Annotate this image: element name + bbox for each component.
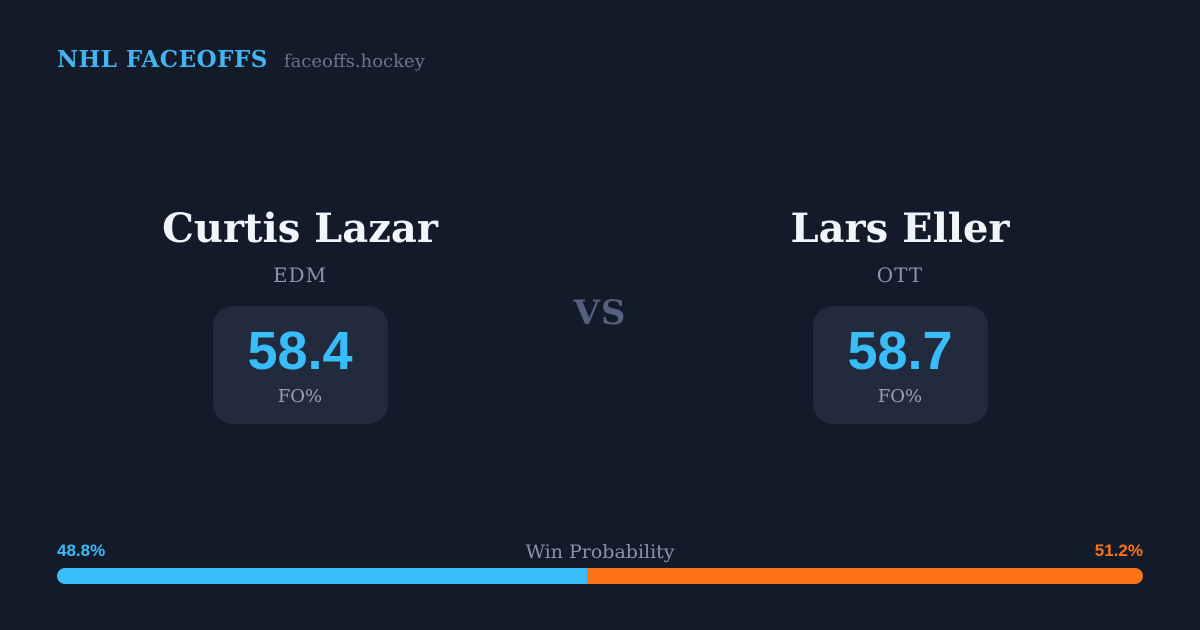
player-card-left: Curtis Lazar EDM 58.4 FO% — [125, 206, 475, 424]
player-team: OTT — [876, 263, 924, 287]
player-name: Curtis Lazar — [162, 205, 438, 252]
stat-label: FO% — [877, 385, 923, 407]
win-probability-bar-left-segment — [57, 568, 587, 584]
win-probability-right-pct: 51.2% — [1094, 541, 1143, 560]
vs-label: VS — [573, 293, 627, 333]
brand-title: NHL FACEOFFS — [57, 46, 268, 73]
stat-value: 58.4 — [247, 320, 353, 381]
player-card-right: Lars Eller OTT 58.7 FO% — [725, 206, 1075, 424]
player-name: Lars Eller — [790, 205, 1010, 252]
win-probability-bar-right-segment — [586, 568, 1143, 584]
win-probability-left-pct: 48.8% — [57, 541, 106, 560]
win-probability-labels: 48.8% Win Probability 51.2% — [57, 541, 1143, 563]
win-probability-title: Win Probability — [525, 541, 675, 563]
player-team: EDM — [272, 263, 328, 287]
stat-box: 58.4 FO% — [212, 306, 388, 424]
site-domain: faceoffs.hockey — [283, 51, 425, 72]
header: NHL FACEOFFS faceoffs.hockey — [57, 46, 425, 73]
win-probability-bar — [57, 568, 1143, 584]
stat-value: 58.7 — [847, 320, 953, 381]
stat-label: FO% — [277, 385, 323, 407]
stat-box: 58.7 FO% — [812, 306, 988, 424]
